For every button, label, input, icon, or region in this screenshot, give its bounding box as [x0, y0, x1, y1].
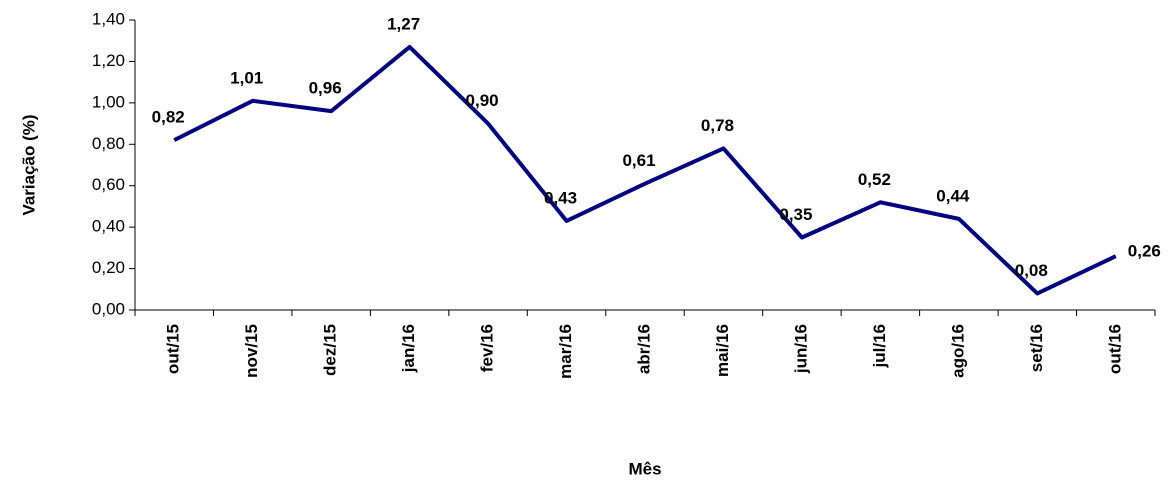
data-line — [173, 44, 1117, 296]
x-axis-title: Mês — [628, 459, 661, 478]
data-label: 0,78 — [701, 116, 734, 135]
data-label: 1,01 — [230, 68, 263, 87]
x-tick-label: jun/16 — [791, 324, 810, 374]
data-label: 0,61 — [622, 151, 655, 170]
data-label: 0,26 — [1128, 242, 1161, 261]
x-tick-label: out/15 — [164, 324, 183, 374]
x-tick-label: jul/16 — [870, 324, 889, 368]
x-tick-label: dez/15 — [321, 324, 340, 376]
x-tick-label: mar/16 — [556, 324, 575, 379]
data-label: 0,44 — [936, 186, 970, 205]
data-label: 0,96 — [309, 79, 342, 98]
y-tick-label: 1,20 — [92, 51, 125, 70]
x-tick-label: abr/16 — [634, 324, 653, 374]
data-label: 0,43 — [544, 188, 577, 207]
x-tick-label: set/16 — [1027, 324, 1046, 372]
data-label: 0,52 — [858, 170, 891, 189]
y-axis-title: Variação (%) — [19, 114, 38, 215]
y-tick-label: 1,00 — [92, 92, 125, 111]
data-label: 0,35 — [779, 205, 812, 224]
y-tick-label: 0,00 — [92, 299, 125, 318]
y-tick-label: 1,40 — [92, 9, 125, 28]
x-tick-label: jan/16 — [399, 324, 418, 373]
x-tick-label: nov/15 — [242, 324, 261, 378]
data-label: 0,08 — [1015, 261, 1048, 280]
x-tick-label: out/16 — [1105, 324, 1124, 374]
x-tick-label: mai/16 — [713, 324, 732, 377]
x-tick-label: ago/16 — [948, 324, 967, 378]
y-tick-label: 0,40 — [92, 217, 125, 236]
data-label: 1,27 — [387, 14, 420, 33]
x-tick-label: fev/16 — [478, 324, 497, 372]
y-tick-label: 0,80 — [92, 134, 125, 153]
data-label: 0,90 — [466, 91, 499, 110]
data-label: 0,82 — [152, 108, 185, 127]
y-tick-label: 0,60 — [92, 175, 125, 194]
y-tick-label: 0,20 — [92, 258, 125, 277]
